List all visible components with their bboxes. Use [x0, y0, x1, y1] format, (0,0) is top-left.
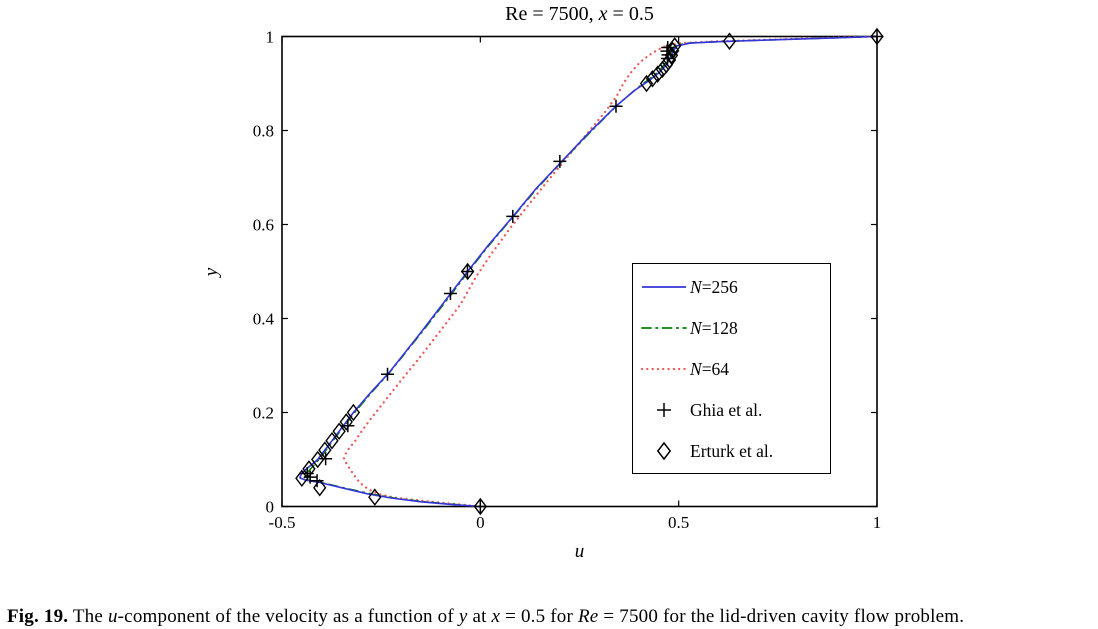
- y-axis-label: y: [201, 267, 222, 277]
- x-tick-label: 0.5: [668, 512, 690, 532]
- plot-title: Re = 7500, x = 0.5: [505, 3, 654, 25]
- legend-label: N=64: [690, 359, 730, 379]
- y-tick-label: 0.2: [252, 403, 274, 422]
- x-tick-label: 0: [476, 512, 485, 532]
- legend-line-sample-n64: [640, 356, 689, 386]
- legend-item-ghia: Ghia et al.: [633, 397, 830, 427]
- y-tick-label: 0: [265, 497, 275, 516]
- legend-label: N=128: [690, 318, 738, 338]
- y-tick-label: 0.4: [252, 309, 274, 328]
- x-tick-label: 1: [872, 512, 882, 532]
- legend-label: Ghia et al.: [690, 400, 763, 420]
- caption-tag: Fig. 19.: [7, 606, 69, 627]
- legend-line-sample-n256: [641, 274, 689, 304]
- legend-line-swatch: [640, 367, 688, 371]
- plot-canvas: [281, 27, 884, 516]
- series-line-n64: [342, 35, 879, 508]
- y-tick-label: 1: [265, 27, 275, 46]
- legend-box: N=256 N=128 N=64 Ghia et al. Erturk et a…: [632, 263, 831, 474]
- legend-marker-swatch: [657, 403, 671, 417]
- legend-label: Erturk et al.: [690, 441, 774, 461]
- y-tick-label: 0.8: [252, 121, 274, 140]
- legend-line-sample-n128: [641, 315, 689, 345]
- diamond-marker-icon: [641, 438, 689, 468]
- axes-frame: [281, 35, 878, 508]
- x-tick-label: -0.5: [268, 512, 296, 532]
- legend-label: N=256: [690, 277, 738, 297]
- legend-item-n64: N=64: [633, 356, 830, 386]
- caption-text: The u-component of the velocity as a fun…: [68, 606, 965, 627]
- legend-item-erturk: Erturk et al.: [633, 438, 830, 468]
- legend-line-swatch: [642, 286, 686, 288]
- legend-line-swatch: [641, 327, 687, 329]
- y-tick-label: 0.6: [252, 215, 274, 234]
- plus-marker-icon: [641, 397, 689, 427]
- x-axis-label: u: [574, 541, 585, 562]
- series-markers-diamond: [295, 27, 884, 516]
- legend-marker-swatch: [656, 441, 672, 461]
- figure-caption: Fig. 19. The u-component of the velocity…: [7, 605, 1093, 629]
- legend-item-n256: N=256: [633, 274, 830, 304]
- legend-item-n128: N=128: [633, 315, 830, 345]
